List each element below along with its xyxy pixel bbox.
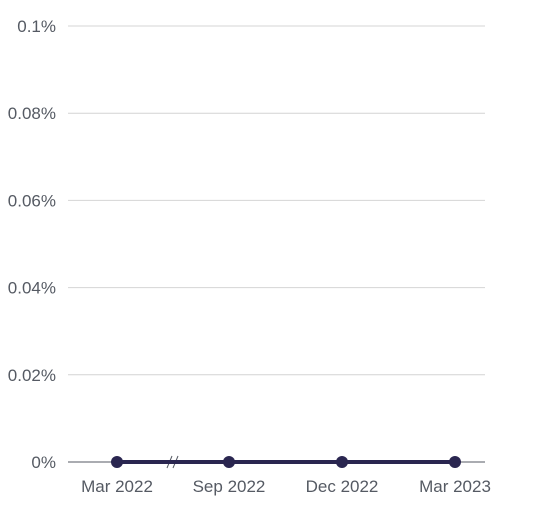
x-tick-label: Sep 2022 [193,477,266,496]
x-tick-label: Mar 2022 [81,477,153,496]
y-tick-label: 0.06% [8,191,56,210]
y-tick-label: 0.04% [8,279,56,298]
y-tick-label: 0.1% [17,17,56,36]
y-tick-label: 0% [31,453,56,472]
data-point [223,456,235,468]
x-tick-label: Dec 2022 [306,477,379,496]
data-point [111,456,123,468]
series [111,456,461,468]
y-tick-label: 0.08% [8,104,56,123]
y-axis-tick-labels: 0% 0.02% 0.04% 0.06% 0.08% 0.1% [8,17,56,472]
x-axis-tick-labels: Mar 2022 Sep 2022 Dec 2022 Mar 2023 [81,477,491,496]
y-tick-label: 0.02% [8,366,56,385]
x-tick-label: Mar 2023 [419,477,491,496]
gridlines [68,25,485,376]
data-point [336,456,348,468]
data-point [449,456,461,468]
